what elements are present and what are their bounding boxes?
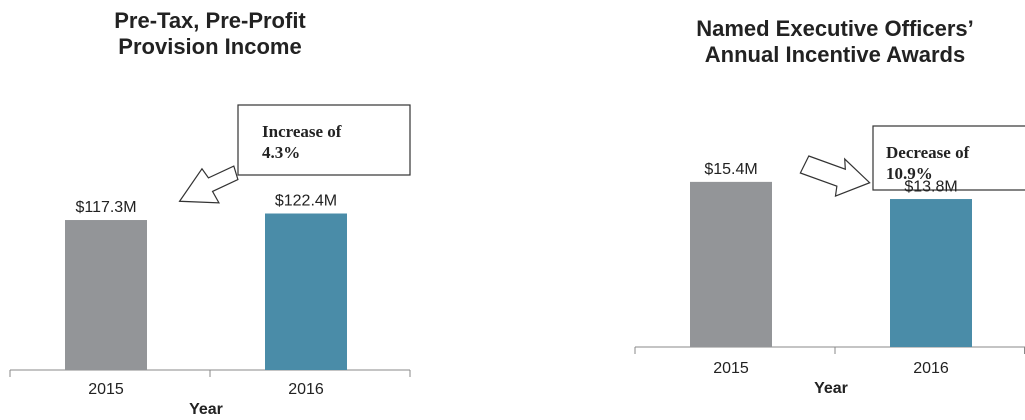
annotation: 10.9% bbox=[886, 164, 933, 183]
chart-title: Named Executive Officers’ bbox=[696, 16, 974, 41]
value-label: $122.4M bbox=[275, 193, 337, 210]
value-label: $13.8M bbox=[904, 178, 957, 195]
chart-title: Annual Incentive Awards bbox=[705, 42, 965, 67]
annotation-box bbox=[237, 104, 411, 176]
annotation: Decrease of bbox=[886, 143, 970, 162]
x-tick-label: 2016 bbox=[288, 381, 324, 398]
bar bbox=[65, 220, 147, 370]
arrow bbox=[178, 165, 239, 204]
value-label: $117.3M bbox=[75, 199, 136, 216]
x-tick-label: 2015 bbox=[88, 381, 124, 398]
x-axis-label: Year bbox=[189, 401, 223, 418]
value-label: $15.4M bbox=[704, 161, 757, 178]
chart-title: Provision Income bbox=[118, 34, 301, 59]
x-axis-label: Year bbox=[814, 380, 848, 397]
chart-title: Pre-Tax, Pre-Profit bbox=[114, 8, 306, 33]
annotation-box bbox=[872, 125, 1025, 191]
arrow bbox=[799, 155, 871, 198]
x-tick-label: 2015 bbox=[713, 360, 749, 377]
bar bbox=[890, 199, 972, 347]
bar bbox=[265, 213, 347, 370]
x-tick-label: 2016 bbox=[913, 360, 949, 377]
annotation: 4.3% bbox=[262, 143, 300, 162]
annotation: Increase of bbox=[262, 122, 342, 141]
bar bbox=[690, 181, 772, 347]
